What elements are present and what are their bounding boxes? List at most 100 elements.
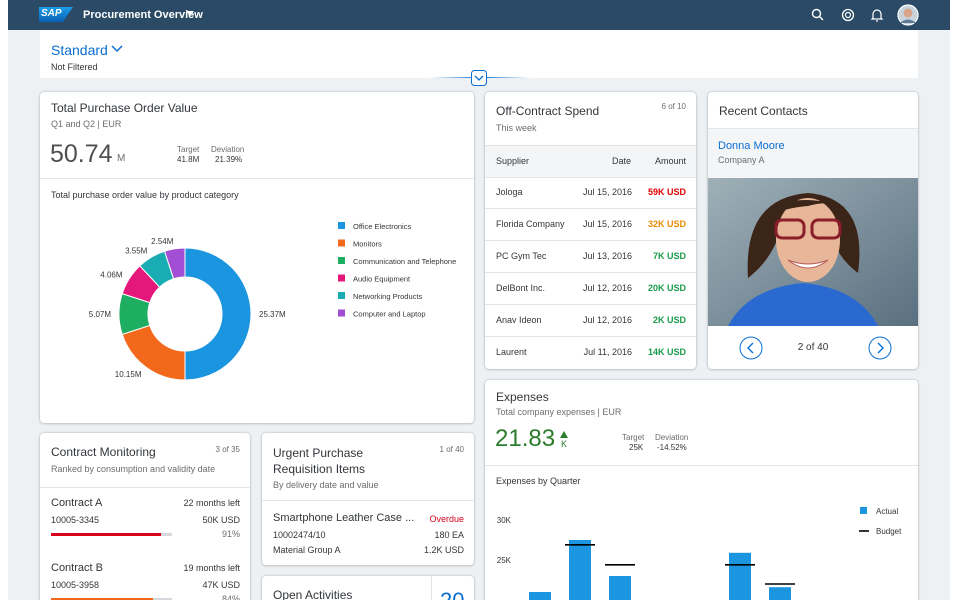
copilot-icon[interactable] (841, 8, 855, 22)
target-value: 25K (629, 443, 644, 452)
amount: 50K USD (202, 515, 240, 525)
legend-label[interactable]: Computer and Laptop (353, 310, 426, 319)
card-subtitle: This week (496, 123, 537, 133)
purchase-order-card: Total Purchase Order Value Q1 and Q2 | E… (40, 92, 474, 423)
contact-name[interactable]: Donna Moore (718, 140, 785, 152)
table-row[interactable]: Jologa Jul 15, 2016 59K USD (485, 176, 696, 209)
table-header: Supplier Date Amount (485, 145, 696, 178)
search-icon[interactable] (811, 8, 825, 22)
deviation-label: Deviation (211, 145, 245, 154)
table-row[interactable]: Anav Ideon Jul 12, 2016 2K USD (485, 304, 696, 337)
divider (431, 576, 432, 600)
card-title[interactable]: Off-Contract Spend (496, 104, 600, 118)
bar[interactable] (609, 576, 631, 600)
divider (40, 178, 474, 179)
item-id: 10002474/10 (273, 530, 326, 540)
amount: 47K USD (202, 580, 240, 590)
bar[interactable] (529, 592, 551, 600)
card-counter: 3 of 35 (215, 445, 240, 454)
activity-count[interactable]: 20 (440, 588, 464, 600)
contact-header: Donna Moore Company A (708, 128, 918, 179)
legend-swatch (338, 257, 345, 264)
bar[interactable] (569, 540, 591, 600)
contact-company: Company A (718, 155, 765, 165)
target-label: Target (622, 433, 645, 442)
amount: 2K USD (652, 315, 686, 325)
data-label: 5.07M (89, 310, 112, 319)
legend-label[interactable]: Communication and Telephone (353, 257, 456, 266)
card-title[interactable]: Open Activities (273, 588, 353, 600)
variant-menu[interactable] (111, 45, 123, 53)
date: Jul 13, 2016 (582, 251, 632, 261)
user-avatar[interactable] (897, 4, 919, 26)
column-header[interactable]: Amount (654, 156, 686, 166)
expenses-card: Expenses Total company expenses | EUR 21… (485, 380, 918, 600)
kpi-value: 50.74 (50, 140, 113, 168)
card-title[interactable]: Recent Contacts (719, 104, 808, 118)
donut-segment[interactable] (184, 247, 252, 381)
notifications-icon[interactable] (870, 8, 884, 22)
kpi-value: 21.83 (495, 425, 556, 452)
card-title[interactable]: Total Purchase Order Value (51, 101, 198, 115)
date: Jul 11, 2016 (583, 347, 632, 357)
date: Jul 15, 2016 (582, 187, 632, 197)
percent: 91% (221, 529, 240, 539)
pager: 2 of 40 (797, 342, 829, 353)
title-menu[interactable] (186, 11, 194, 17)
contract-monitoring-card: Contract Monitoring 3 of 35 Ranked by co… (40, 433, 250, 600)
kpi-unit: K (561, 439, 568, 449)
progress-bar (51, 533, 162, 536)
legend-label[interactable]: Budget (876, 527, 902, 536)
column-header[interactable]: Date (612, 156, 632, 166)
table-row[interactable]: PC Gym Tec Jul 13, 2016 7K USD (485, 240, 696, 273)
card-title[interactable]: Expenses (496, 390, 549, 404)
table-row[interactable]: DelBont Inc. Jul 12, 2016 20K USD (485, 272, 696, 305)
next-button[interactable] (868, 336, 892, 360)
contract-id: 10005-3958 (51, 580, 100, 590)
legend-swatch (860, 507, 867, 514)
previous-button[interactable] (739, 336, 763, 360)
table-row[interactable]: Laurent Jul 11, 2016 14K USD (485, 336, 696, 368)
legend-label[interactable]: Office Electronics (353, 222, 411, 231)
supplier: PC Gym Tec (496, 251, 547, 261)
contract-name[interactable]: Contract A (51, 497, 103, 509)
trend-arrow (560, 431, 568, 438)
logo[interactable] (39, 7, 73, 22)
donut-segment[interactable] (163, 247, 186, 280)
supplier: Florida Company (496, 219, 565, 229)
item-amount: 1.2K USD (423, 545, 464, 555)
shell-bar: SAP Procurement Overview (8, 0, 950, 30)
amount: 14K USD (647, 347, 686, 357)
item-name[interactable]: Smartphone Leather Case ... (273, 512, 415, 524)
legend-label[interactable]: Actual (876, 507, 898, 516)
collapse-button[interactable] (471, 70, 487, 86)
data-label: 10.15M (115, 370, 142, 379)
legend-label[interactable]: Monitors (353, 240, 382, 249)
bar[interactable] (729, 552, 751, 600)
card-title[interactable]: Urgent Purchase Requisition Items (273, 446, 366, 476)
urgent-requisitions-card: Urgent Purchase Requisition Items 1 of 4… (262, 433, 474, 565)
variant-name[interactable]: Standard (51, 42, 108, 58)
item-status: Overdue (429, 514, 464, 524)
card-subtitle: Total company expenses | EUR (496, 407, 622, 417)
logo-text: SAP (41, 8, 62, 19)
divider (485, 465, 918, 466)
date: Jul 12, 2016 (582, 315, 632, 325)
target-value: 41.8M (177, 155, 200, 164)
deviation-value: 21.39% (215, 155, 243, 164)
contract-name[interactable]: Contract B (51, 562, 103, 574)
amount: 59K USD (647, 187, 686, 197)
remaining: 22 months left (183, 498, 240, 508)
bar[interactable] (769, 587, 791, 600)
data-label: 25.37M (259, 310, 286, 319)
data-label: 2.54M (151, 237, 174, 246)
card-title[interactable]: Contract Monitoring (51, 445, 156, 459)
y-tick-label: 25K (497, 556, 512, 565)
card-subtitle: Ranked by consumption and validity date (51, 464, 216, 474)
legend-label[interactable]: Networking Products (353, 292, 422, 301)
column-header[interactable]: Supplier (496, 156, 530, 166)
legend-label[interactable]: Audio Equipment (353, 275, 411, 284)
app-title[interactable]: Procurement Overview (83, 9, 203, 21)
table-row[interactable]: Florida Company Jul 15, 2016 32K USD (485, 208, 696, 241)
